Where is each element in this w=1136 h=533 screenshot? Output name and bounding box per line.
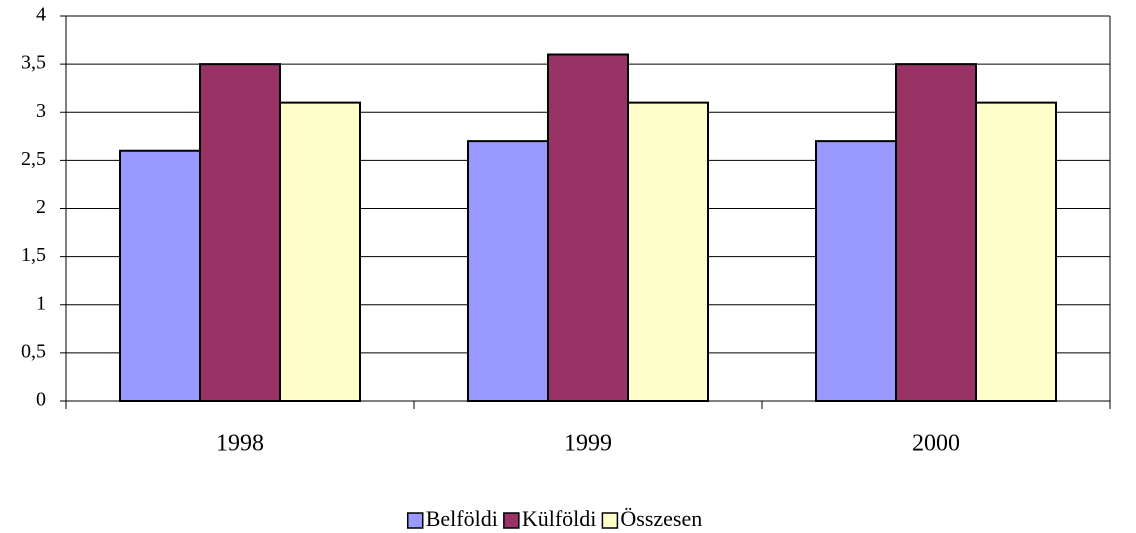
y-tick-label: 2 bbox=[36, 196, 46, 218]
legend-swatch bbox=[503, 512, 520, 529]
y-tick-label: 0 bbox=[36, 389, 46, 411]
y-tick-label: 0,5 bbox=[21, 340, 46, 362]
bar bbox=[975, 101, 1057, 402]
legend-swatch bbox=[406, 512, 424, 529]
legend-swatch bbox=[601, 512, 619, 529]
bar bbox=[627, 101, 709, 402]
x-tick-label: 2000 bbox=[912, 431, 960, 457]
bar bbox=[815, 140, 897, 402]
legend-label: Külföldi bbox=[522, 506, 597, 531]
bar bbox=[199, 63, 281, 402]
bar bbox=[467, 140, 549, 402]
bar bbox=[895, 63, 977, 402]
y-tick-label: 4 bbox=[36, 4, 46, 26]
y-tick-label: 1 bbox=[36, 292, 46, 314]
legend-label: Összesen bbox=[620, 506, 702, 531]
y-tick-label: 2,5 bbox=[21, 148, 46, 170]
y-tick-label: 3 bbox=[36, 100, 46, 122]
bar bbox=[279, 101, 361, 402]
x-tick-label: 1999 bbox=[564, 431, 612, 457]
bar bbox=[547, 53, 629, 402]
y-tick-label: 1,5 bbox=[21, 244, 46, 266]
legend-label: Belföldi bbox=[426, 506, 498, 531]
x-tick-label: 1998 bbox=[216, 431, 264, 457]
bar bbox=[119, 149, 201, 402]
y-tick-label: 3,5 bbox=[21, 52, 46, 74]
